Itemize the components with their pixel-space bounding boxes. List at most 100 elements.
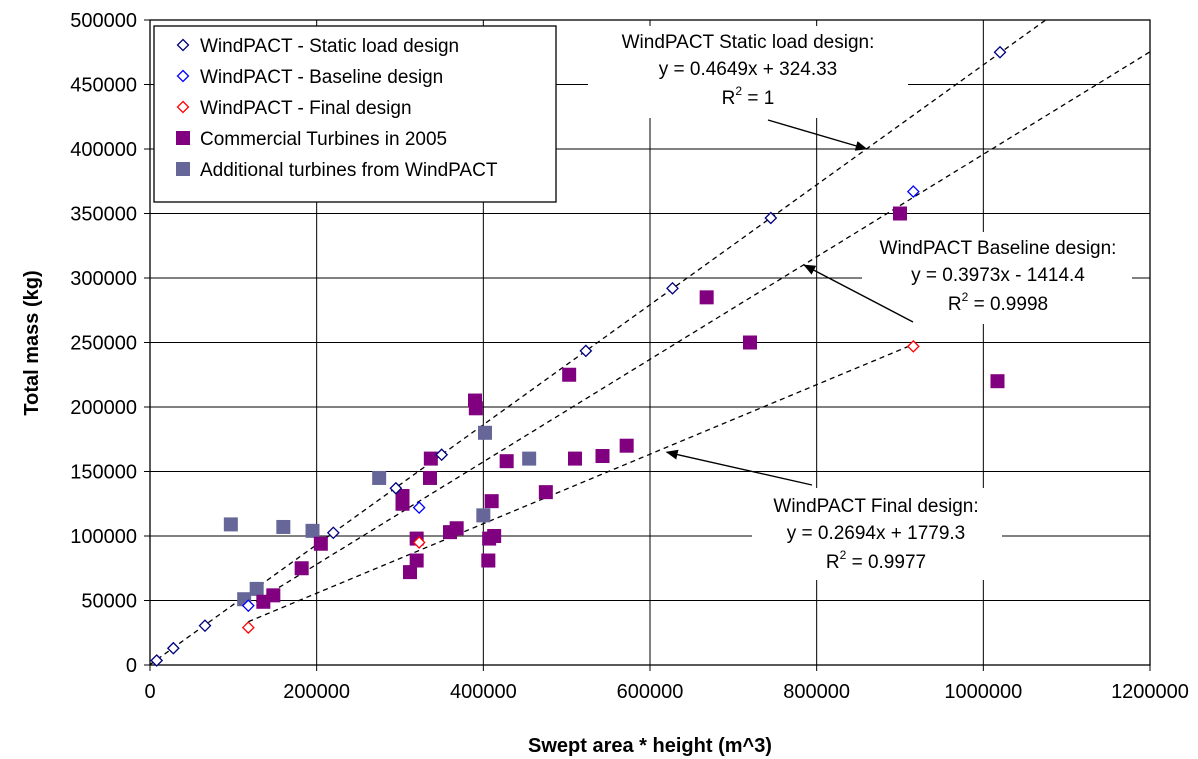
baseline-point: [412, 501, 426, 515]
trendline: [247, 51, 1151, 607]
static-load-point: [166, 641, 180, 655]
x-tick-label: 200000: [283, 681, 350, 703]
x-axis-title: Swept area * height (m^3): [528, 735, 772, 757]
annotation-static-load: WindPACT Static load design: y = 0.4649x…: [588, 26, 908, 118]
additional-turbine-point: [223, 517, 238, 532]
legend-marker-additional: [176, 162, 190, 176]
static-load-point: [198, 619, 212, 633]
y-tick-label: 400000: [70, 139, 137, 161]
legend-label-additional: Additional turbines from WindPACT: [200, 160, 498, 181]
static-load-point: [150, 654, 164, 667]
trendlines: [149, 19, 1151, 666]
baseline-point: [906, 185, 920, 198]
y-axis-title: Total mass (kg): [21, 270, 43, 415]
static-load-point: [435, 448, 449, 462]
commercial-turbine-point: [595, 449, 610, 464]
commercial-turbine-point: [395, 489, 410, 504]
static-load-point: [764, 211, 778, 225]
y-tick-label: 250000: [70, 333, 137, 355]
annotation-final-equation: y = 0.2694x + 1779.3: [787, 523, 966, 544]
commercial-turbine-point: [699, 290, 714, 305]
x-tick-label: 800000: [783, 681, 850, 703]
annotation-arrow: [665, 449, 813, 486]
commercial-turbine-point: [487, 529, 502, 543]
commercial-turbine-point: [893, 206, 907, 221]
legend-markers: [176, 38, 190, 176]
additional-turbine-point: [249, 581, 264, 596]
legend-marker-commercial: [176, 131, 190, 145]
x-tick-label: 0: [144, 681, 155, 703]
static-load-point: [666, 281, 679, 295]
annotation-static-equation: y = 0.4649x + 324.33: [659, 59, 838, 80]
additional-turbine-point: [372, 470, 387, 485]
commercial-turbine-point: [313, 536, 328, 551]
x-axis-ticks: 0 200000 400000 600000 800000 1000000 1200000: [144, 665, 1189, 703]
annotation-final-r2: R2 = 0.9977: [826, 548, 926, 573]
commercial-turbine-point: [743, 335, 757, 350]
annotation-baseline-r2: R2 = 0.9998: [948, 290, 1048, 315]
y-axis-ticks: 0 50000 100000 150000 200000 250000 300000 3500…: [70, 10, 150, 677]
annotation-arrows: [665, 119, 914, 486]
commercial-turbine-point: [449, 521, 464, 536]
commercial-turbine-point: [568, 451, 582, 466]
commercial-turbine-point: [481, 553, 496, 568]
additional-turbine-point: [478, 425, 492, 440]
commercial-turbine-point: [538, 485, 553, 500]
static-load-point: [389, 481, 403, 495]
static-load-point: [326, 526, 340, 540]
annotation-static-title: WindPACT Static load design:: [622, 32, 875, 53]
annotation-baseline: WindPACT Baseline design: y = 0.3973x - …: [862, 232, 1132, 324]
legend-label-static: WindPACT - Static load design: [200, 36, 459, 57]
y-tick-label: 150000: [70, 462, 137, 484]
additional-turbine-point: [522, 451, 537, 466]
x-tick-label: 1200000: [1111, 681, 1189, 703]
y-tick-label: 100000: [70, 526, 137, 548]
y-tick-label: 50000: [81, 591, 137, 613]
commercial-turbine-point: [484, 494, 499, 509]
additional-turbine-point: [476, 508, 491, 523]
commercial-turbine-point: [423, 451, 438, 466]
commercial-turbine-point: [562, 367, 577, 382]
y-tick-label: 450000: [70, 75, 137, 97]
final-design-point: [906, 339, 920, 353]
final-design-point: [412, 536, 426, 549]
annotation-final-title: WindPACT Final design:: [773, 496, 978, 517]
y-tick-label: 500000: [70, 10, 137, 32]
commercial-turbine-point: [294, 561, 309, 576]
x-tick-label: 400000: [450, 681, 517, 703]
annotation-static-r2: R2 = 1: [722, 84, 775, 109]
legend-label-final: WindPACT - Final design: [200, 98, 412, 119]
additional-turbine-point: [305, 523, 320, 538]
baseline-point: [241, 599, 255, 613]
y-tick-label: 0: [126, 655, 137, 677]
commercial-turbine-point: [499, 454, 514, 469]
commercial-turbine-point: [619, 438, 634, 453]
legend-label-baseline: WindPACT - Baseline design: [200, 67, 443, 88]
annotation-baseline-bg: [862, 232, 1132, 324]
commercial-turbine-point: [403, 565, 417, 580]
y-tick-label: 350000: [70, 204, 137, 226]
annotation-baseline-title: WindPACT Baseline design:: [880, 238, 1117, 259]
commercial-turbine-point: [423, 470, 437, 485]
legend-marker-static: [176, 38, 190, 52]
legend-marker-final: [176, 100, 190, 114]
trendline: [149, 19, 1047, 666]
x-tick-label: 1000000: [944, 681, 1022, 703]
annotation-baseline-equation: y = 0.3973x - 1414.4: [911, 265, 1085, 286]
additional-turbine-point: [276, 519, 291, 534]
annotation-arrow: [803, 264, 914, 323]
static-load-point: [993, 45, 1007, 59]
annotation-final: WindPACT Final design: y = 0.2694x + 177…: [752, 488, 1002, 580]
commercial-turbine-point: [409, 553, 424, 568]
legend-box: [153, 25, 557, 203]
commercial-turbine-point: [266, 588, 281, 603]
legend-label-commercial: Commercial Turbines in 2005: [200, 129, 447, 150]
y-tick-label: 300000: [70, 268, 137, 290]
commercial-turbine-point: [468, 401, 483, 416]
legend: WindPACT - Static load design WindPACT -…: [153, 25, 557, 203]
y-tick-label: 200000: [70, 397, 137, 419]
trendline: [248, 343, 914, 623]
static-load-point: [579, 344, 593, 358]
final-design-point: [241, 621, 255, 635]
data-points: [150, 45, 1007, 667]
